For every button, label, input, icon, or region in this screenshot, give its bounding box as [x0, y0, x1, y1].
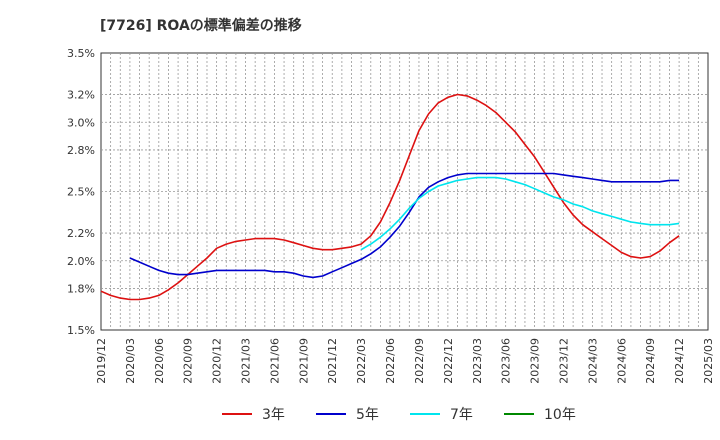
- grid-layer: [100, 52, 709, 331]
- x-tick-label: 2020/03: [124, 338, 137, 384]
- x-tick-label: 2021/12: [326, 338, 339, 384]
- x-tick-label: 2024/12: [673, 338, 686, 384]
- y-tick-label: 1.8%: [67, 282, 95, 295]
- x-tick-label: 2022/03: [355, 338, 368, 384]
- y-tick-label: 3.5%: [67, 47, 95, 60]
- y-tick-label: 2.2%: [67, 227, 95, 240]
- y-tick-label: 1.5%: [67, 324, 95, 337]
- x-tick-label: 2024/09: [644, 338, 657, 384]
- axis-layer: 1.5% 1.8% 2.0% 2.2% 2.5% 2.8% 3.0% 3.2% 3.5% 2019…: [67, 47, 715, 384]
- x-tick-label: 2024/03: [586, 338, 599, 384]
- x-tick-label: 2022/09: [413, 338, 426, 384]
- x-tick-label: 2023/06: [500, 338, 513, 384]
- y-tick-label: 3.0%: [67, 116, 95, 129]
- x-tick-label: 2023/12: [557, 338, 570, 384]
- legend-label: 10年: [544, 407, 576, 423]
- x-tick-label: 2024/06: [615, 338, 628, 384]
- x-tick-label: 2019/12: [95, 338, 108, 384]
- legend-label: 3年: [262, 407, 285, 423]
- x-tick-label: 2023/03: [471, 338, 484, 384]
- x-tick-label: 2022/06: [384, 338, 397, 384]
- series-line-5年: [129, 172, 680, 279]
- y-tick-label: 3.2%: [67, 89, 95, 102]
- legend-label: 7年: [450, 407, 473, 423]
- y-tick-label: 2.0%: [67, 255, 95, 268]
- series-layer: [100, 93, 680, 301]
- x-tick-label: 2022/12: [442, 338, 455, 384]
- chart-title: [7726] ROAの標準偏差の推移: [100, 17, 302, 34]
- y-tick-label: 2.5%: [67, 186, 95, 199]
- series-line-3年: [100, 93, 680, 301]
- x-tick-label: 2020/12: [211, 338, 224, 384]
- x-tick-label: 2021/03: [240, 338, 253, 384]
- x-tick-label: 2025/03: [702, 338, 715, 384]
- x-tick-label: 2020/06: [153, 338, 166, 384]
- x-tick-label: 2021/09: [297, 338, 310, 384]
- legend-label: 5年: [356, 407, 379, 423]
- x-tick-label: 2020/09: [182, 338, 195, 384]
- series-line-7年: [360, 176, 680, 251]
- chart-legend: 3年 5年 7年 10年: [222, 407, 576, 423]
- x-tick-label: 2023/09: [529, 338, 542, 384]
- x-tick-label: 2021/06: [268, 338, 281, 384]
- plot-frame: [100, 52, 709, 331]
- y-tick-label: 2.8%: [67, 144, 95, 157]
